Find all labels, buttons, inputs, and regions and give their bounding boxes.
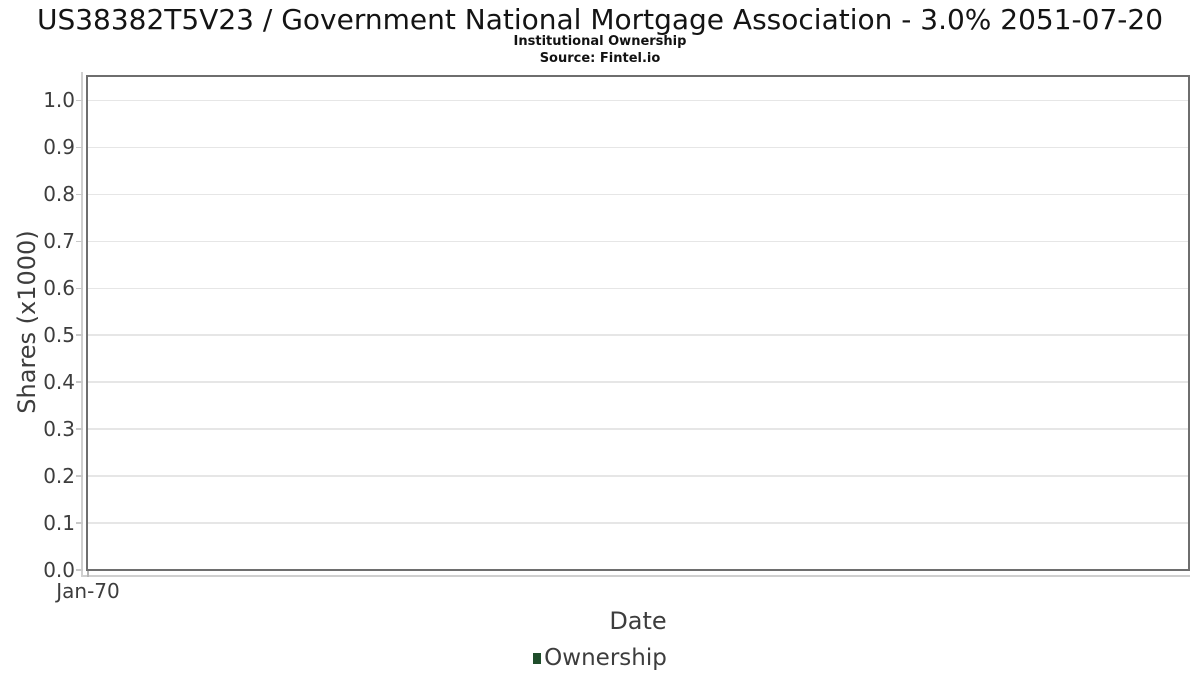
y-tick-mark — [76, 240, 83, 243]
y-tick-label: 0.2 — [43, 464, 75, 489]
y-tick-mark — [76, 287, 83, 289]
y-axis-line — [81, 72, 83, 577]
y-tick-mark — [76, 334, 83, 336]
legend-swatch-icon — [533, 652, 542, 664]
legend-item-ownership[interactable]: Ownership — [533, 645, 667, 671]
y-tick-label: 0.1 — [43, 511, 75, 536]
y-tick-label: 0.7 — [43, 229, 75, 254]
chart-subtitle: Institutional Ownership — [513, 34, 687, 49]
y-gridline — [88, 99, 1188, 102]
y-gridline — [88, 287, 1188, 289]
legend-label: Ownership — [544, 645, 667, 671]
y-tick-mark — [76, 569, 83, 571]
y-tick-mark — [76, 475, 83, 477]
x-tick-mark — [87, 571, 89, 577]
chart-title: US38382T5V23 / Government National Mortg… — [36, 3, 1164, 36]
y-gridline — [88, 428, 1188, 430]
y-gridline — [88, 146, 1188, 149]
y-tick-label: 0.4 — [43, 370, 75, 395]
y-tick-mark — [76, 428, 83, 430]
x-tick-label: Jan-70 — [56, 579, 120, 603]
y-tick-mark — [76, 381, 83, 383]
y-tick-mark — [76, 522, 83, 524]
y-gridline — [88, 334, 1188, 336]
y-gridline — [88, 475, 1188, 477]
y-tick-label: 0.6 — [43, 276, 75, 301]
x-axis-line — [81, 575, 1190, 577]
y-tick-label: 0.5 — [43, 323, 75, 348]
plot-area — [86, 75, 1190, 571]
y-gridline — [88, 240, 1188, 243]
y-tick-label: 0.8 — [43, 182, 75, 207]
legend: Ownership — [0, 645, 1200, 671]
y-tick-label: 0.0 — [43, 558, 75, 582]
y-axis-title: Shares (x1000) — [13, 230, 41, 414]
y-tick-label: 0.3 — [43, 417, 75, 442]
x-axis-title: Date — [609, 607, 667, 635]
y-gridline — [88, 381, 1188, 383]
y-tick-label: 1.0 — [43, 88, 75, 113]
y-gridline — [88, 522, 1188, 524]
y-gridline — [88, 193, 1188, 196]
y-tick-mark — [76, 193, 83, 196]
y-tick-label: 0.9 — [43, 135, 75, 160]
chart-source-caption: Source: Fintel.io — [539, 51, 661, 66]
y-tick-mark — [76, 146, 83, 149]
y-tick-mark — [76, 99, 83, 102]
